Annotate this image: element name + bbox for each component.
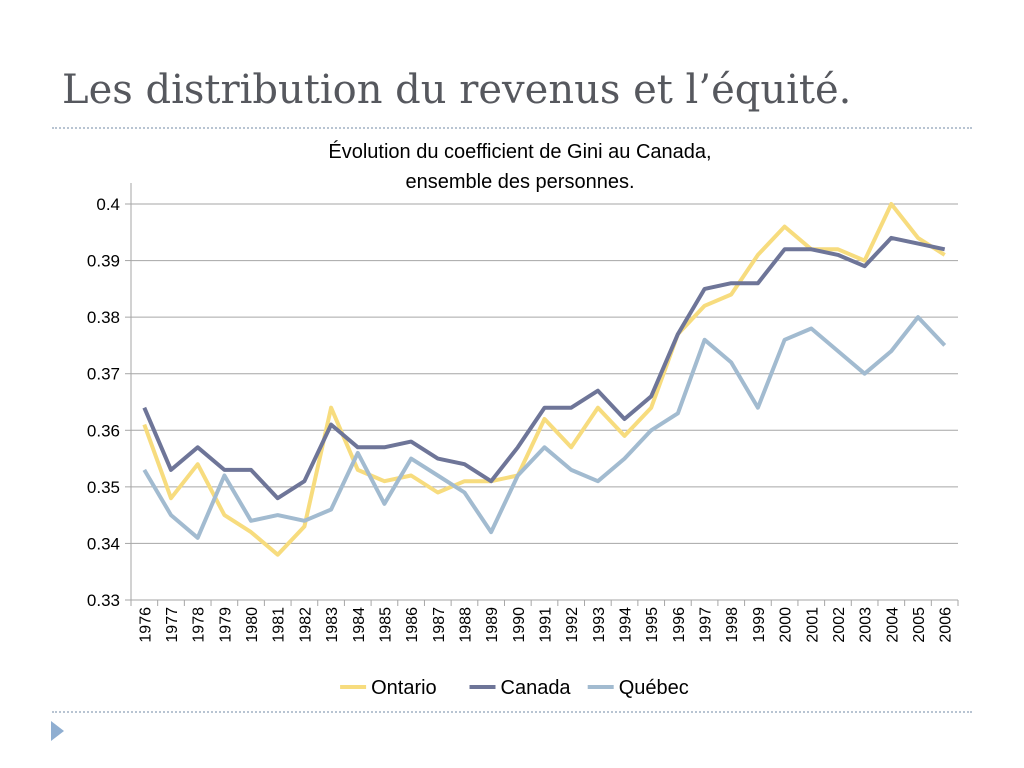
- series-line-ontario: [142, 202, 946, 557]
- x-tick-label: 1989: [484, 607, 501, 643]
- slide-triangle-icon: [51, 721, 64, 741]
- x-tick-label: 2006: [938, 607, 955, 643]
- x-tick-label: 1979: [217, 607, 234, 643]
- x-tick-label: 1997: [698, 607, 715, 643]
- x-tick-label: 2005: [911, 607, 928, 643]
- axes: 0.33 0.34 0.35 0.36 0.37 0.38 0.39 0.4 1976 1977 1…: [87, 183, 959, 643]
- x-tick-label: 1996: [671, 607, 688, 643]
- y-tick-label: 0.4: [96, 195, 120, 214]
- x-tick-label: 1993: [591, 607, 608, 643]
- x-tick-label: 1977: [164, 607, 181, 643]
- x-tick-label: 2002: [831, 607, 848, 643]
- x-tick-label: 1994: [618, 607, 635, 643]
- x-tick-label: 1999: [751, 607, 768, 643]
- x-tick-label: 1976: [137, 607, 154, 643]
- x-tick-label: 1991: [538, 607, 555, 643]
- x-tick-label: 1986: [404, 607, 421, 643]
- legend: Ontario Canada Québec: [340, 677, 689, 699]
- x-tick-label: 1987: [431, 607, 448, 643]
- y-tick-label: 0.35: [87, 478, 120, 497]
- y-tick-label: 0.36: [87, 421, 120, 440]
- y-tick-label: 0.38: [87, 308, 120, 327]
- x-tick-label: 1980: [244, 607, 261, 643]
- y-tick-label: 0.37: [87, 365, 120, 384]
- x-tick-label: 1990: [511, 607, 528, 643]
- x-tick-label: 1985: [377, 607, 394, 643]
- y-tick-label: 0.34: [87, 534, 120, 553]
- x-tick-label: 2004: [884, 607, 901, 643]
- chart-subtitle: ensemble des personnes.: [405, 171, 634, 193]
- x-tick-label: 2003: [858, 607, 875, 643]
- x-tick-label: 1982: [297, 607, 314, 643]
- y-tick-label: 0.33: [87, 591, 120, 610]
- legend-label-ontario: Ontario: [371, 677, 437, 699]
- series-lines: [142, 202, 947, 557]
- x-tick-label: 1988: [457, 607, 474, 643]
- x-tick-label: 1981: [271, 607, 288, 643]
- x-tick-label: 1983: [324, 607, 341, 643]
- x-tick-label: 2001: [804, 607, 821, 643]
- series-line-canada: [142, 235, 946, 501]
- series-line-qubec: [142, 315, 947, 540]
- y-tick-label: 0.39: [87, 252, 120, 271]
- title-separator: [52, 127, 972, 129]
- x-tick-label: 1995: [644, 607, 661, 643]
- footer-separator: [52, 711, 972, 713]
- legend-label-canada: Canada: [501, 677, 572, 699]
- x-tick-label: 1992: [564, 607, 581, 643]
- legend-label-qubec: Québec: [619, 677, 689, 699]
- x-tick-label: 2000: [778, 607, 795, 643]
- slide-title: Les distribution du revenus et l’équité.: [62, 67, 852, 113]
- x-tick-label: 1998: [724, 607, 741, 643]
- x-tick-label: 1978: [191, 607, 208, 643]
- chart-title: Évolution du coefficient de Gini au Cana…: [328, 140, 711, 163]
- x-tick-label: 1984: [351, 607, 368, 643]
